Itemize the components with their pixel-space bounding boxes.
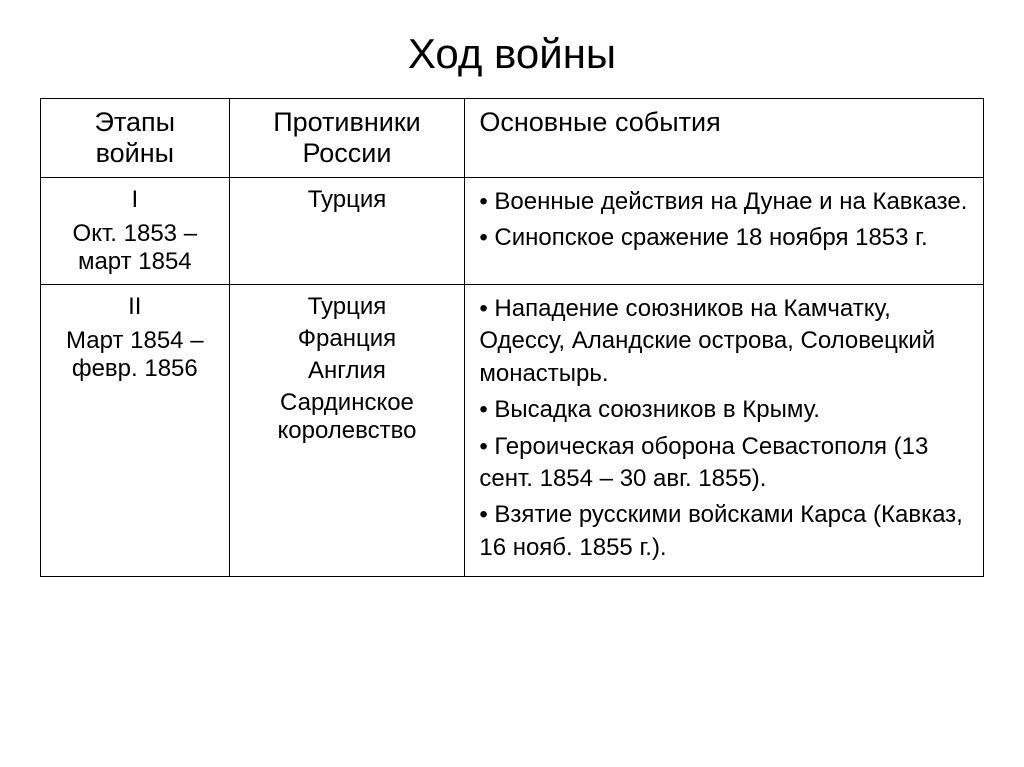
header-opponents: Противники России <box>229 99 465 178</box>
page-title: Ход войны <box>40 30 984 78</box>
opponent-item: Турция <box>244 186 451 214</box>
cell-stage: I Окт. 1853 – март 1854 <box>41 178 230 285</box>
cell-events: • Нападение союзников на Камчатку, Одесс… <box>465 285 984 577</box>
stage-period: Окт. 1853 – март 1854 <box>55 220 215 276</box>
opponent-item: Франция <box>244 325 451 353</box>
header-events: Основные события <box>465 99 984 178</box>
stage-number: II <box>55 293 215 321</box>
cell-opponents: Турция <box>229 178 465 285</box>
event-item: • Нападение союзников на Камчатку, Одесс… <box>479 293 969 390</box>
event-item: • Высадка союзников в Крыму. <box>479 394 969 426</box>
stage-period: Март 1854 – февр. 1856 <box>55 327 215 383</box>
war-timeline-table: Этапы войны Противники России Основные с… <box>40 98 984 577</box>
cell-events: • Военные действия на Дунае и на Кавказе… <box>465 178 984 285</box>
cell-stage: II Март 1854 – февр. 1856 <box>41 285 230 577</box>
event-item: • Взятие русскими войсками Карса (Кавказ… <box>479 499 969 564</box>
event-item: • Синопское сражение 18 ноября 1853 г. <box>479 222 969 254</box>
header-stage: Этапы войны <box>41 99 230 178</box>
table-row: II Март 1854 – февр. 1856 Турция Франция… <box>41 285 984 577</box>
opponent-item: Сардинское королевство <box>244 389 451 445</box>
table-header-row: Этапы войны Противники России Основные с… <box>41 99 984 178</box>
event-item: • Героическая оборона Севастополя (13 се… <box>479 431 969 496</box>
event-item: • Военные действия на Дунае и на Кавказе… <box>479 186 969 218</box>
stage-number: I <box>55 186 215 214</box>
cell-opponents: Турция Франция Англия Сардинское королев… <box>229 285 465 577</box>
table-row: I Окт. 1853 – март 1854 Турция • Военные… <box>41 178 984 285</box>
opponent-item: Англия <box>244 357 451 385</box>
opponent-item: Турция <box>244 293 451 321</box>
